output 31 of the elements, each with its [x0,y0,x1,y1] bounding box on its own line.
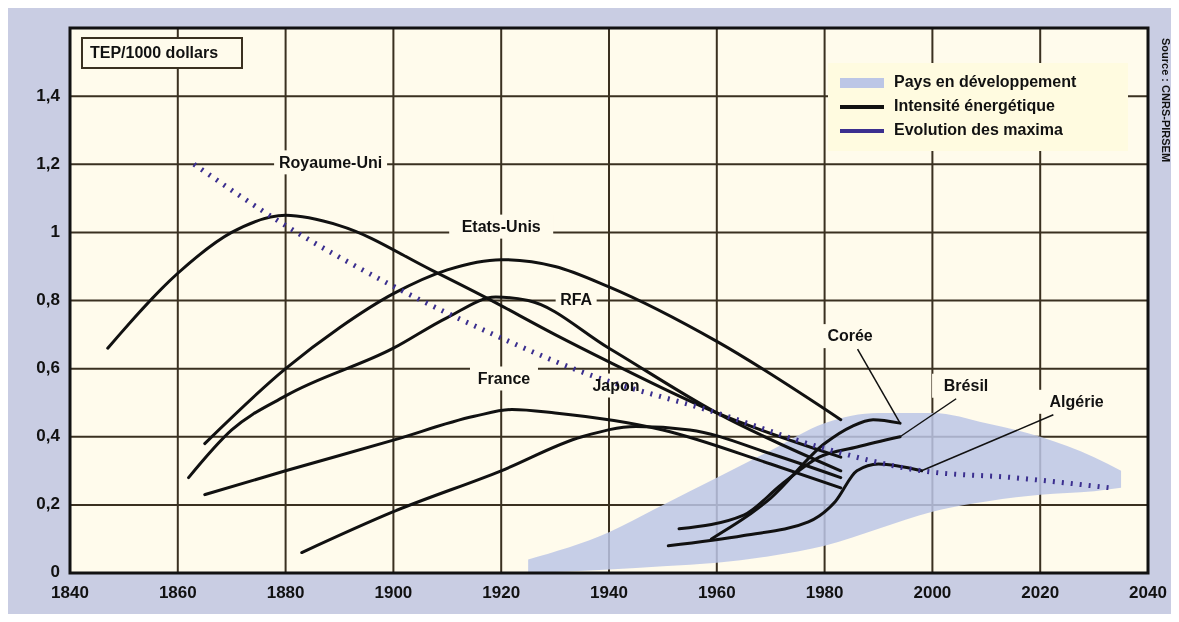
annotation: Algérie [1049,393,1104,411]
y-tick-label: 1,2 [36,153,60,173]
y-tick-label: 0,2 [36,494,60,514]
x-tick-label: 1920 [482,583,521,602]
x-tick-label: 1940 [590,583,628,602]
y-tick-label: 1 [50,221,60,241]
y-tick-label: 0,8 [36,289,60,309]
source-note: Source : CNRS-PIRSEM [1160,38,1172,163]
legend-label: Intensité énergétique [894,97,1056,115]
legend-label: Evolution des maxima [894,121,1064,139]
y-tick-label: 0,6 [36,358,60,378]
legend-label: Pays en développement [894,73,1077,91]
y-axis-title: TEP/1000 dollars [90,44,219,62]
y-tick-label: 0 [50,562,60,582]
x-tick-label: 1860 [158,583,197,602]
annotation: France [477,369,531,387]
x-tick-label: 1980 [805,583,844,602]
y-tick-label: 1,4 [36,85,61,105]
x-tick-label: 2020 [1021,583,1060,602]
annotation: RFA [560,290,593,308]
annotation: Corée [827,327,873,345]
y-tick-label: 0,4 [36,426,61,446]
annotation: Etats-Unis [461,217,541,235]
x-tick-label: 2000 [913,583,952,602]
x-tick-label: 2040 [1129,583,1167,602]
x-tick-label: 1900 [374,583,413,602]
annotation: Royaume-Uni [279,153,383,171]
x-tick-label: 1880 [266,583,305,602]
annotation: Brésil [943,376,989,394]
x-tick-label: 1960 [697,583,736,602]
x-tick-label: 1840 [51,583,89,602]
